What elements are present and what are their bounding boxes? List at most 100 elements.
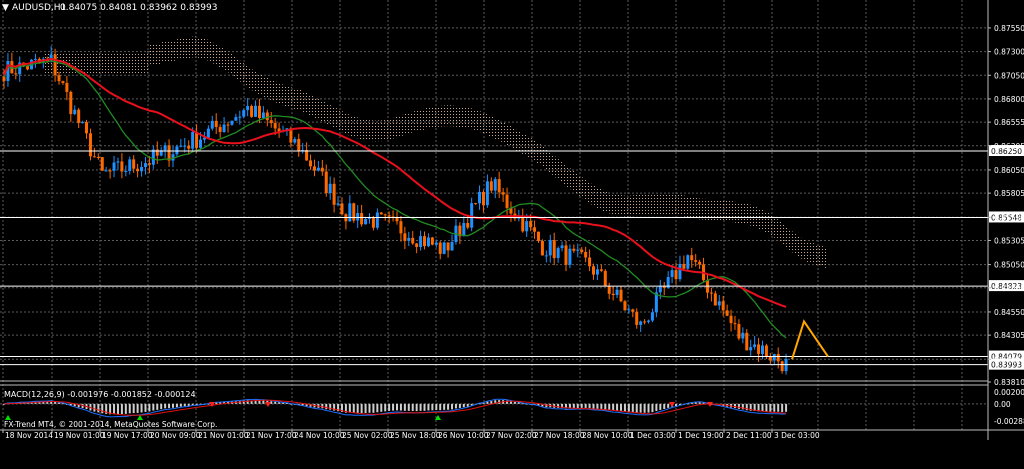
- macd-histogram-bar: [415, 403, 418, 412]
- candle-body: [250, 106, 254, 117]
- candle-body: [615, 289, 619, 295]
- candle-body: [210, 120, 214, 129]
- macd-tick-label: 0.00: [994, 400, 1011, 409]
- macd-histogram-bar: [690, 402, 693, 404]
- time-tick-label: 2 Dec 11:00: [726, 431, 772, 440]
- macd-histogram-bar: [435, 403, 438, 411]
- macd-histogram-bar: [364, 403, 367, 414]
- candle-body: [57, 75, 61, 82]
- price-tick-label: 0.84805: [994, 284, 1024, 293]
- candle-body: [316, 167, 320, 171]
- price-tick-label: 0.87050: [994, 71, 1024, 80]
- candle-body: [403, 233, 407, 241]
- candle-body: [10, 60, 14, 74]
- candle-body: [195, 131, 199, 148]
- candle-body: [293, 139, 297, 143]
- projection-zigzag: [791, 319, 829, 360]
- macd-histogram-bar: [42, 401, 45, 404]
- candle-body: [387, 215, 391, 217]
- price-level-tag: [989, 350, 1024, 362]
- macd-histogram-bar: [478, 403, 481, 405]
- candle-body: [611, 293, 615, 295]
- symbol-arrow-icon[interactable]: ▼: [2, 3, 9, 13]
- candle-body: [33, 58, 37, 60]
- macd-histogram-bar: [678, 403, 681, 406]
- macd-histogram-bar: [360, 403, 363, 414]
- price-tick-label: 0.84305: [994, 331, 1024, 340]
- macd-histogram-bar: [384, 403, 387, 412]
- candle-body: [698, 261, 702, 265]
- macd-tick-label: -0.002889: [994, 417, 1024, 426]
- candle-body: [757, 344, 761, 354]
- macd-histogram-bar: [451, 403, 454, 410]
- macd-histogram-bar: [120, 403, 123, 415]
- macd-histogram-bar: [443, 403, 446, 410]
- macd-histogram-bar: [631, 403, 634, 412]
- candle-body: [379, 212, 383, 215]
- candle-body: [588, 257, 592, 267]
- candle-body: [163, 145, 167, 151]
- candle-body: [442, 242, 446, 254]
- macd-histogram-bar: [301, 403, 304, 406]
- candle-body: [780, 361, 784, 372]
- candle-body: [501, 192, 505, 195]
- candle-body: [509, 207, 513, 214]
- macd-histogram-bar: [333, 403, 336, 411]
- candle-body: [407, 237, 411, 241]
- macd-histogram-bar: [627, 403, 630, 412]
- candle-body: [678, 263, 682, 280]
- candle-body: [481, 191, 485, 206]
- candle-body: [348, 203, 352, 222]
- candle-body: [332, 183, 336, 205]
- macd-histogram-bar: [537, 403, 540, 406]
- candle-body: [595, 269, 599, 275]
- candle-body: [277, 128, 281, 132]
- candle-body: [564, 245, 568, 265]
- candle-body: [576, 249, 580, 251]
- red-moving-average: [3, 57, 787, 308]
- macd-histogram-bar: [592, 403, 595, 409]
- candle-body: [592, 266, 595, 275]
- candle-body: [364, 218, 368, 225]
- candle-body: [171, 154, 175, 161]
- macd-histogram-bar: [761, 403, 764, 412]
- candle-body: [466, 223, 470, 228]
- macd-histogram-bar: [525, 403, 528, 405]
- symbol-label: AUDUSD,H1: [12, 3, 66, 13]
- ohlc-readout: 0.84075 0.84081 0.83962 0.83993: [60, 3, 217, 13]
- candle-body: [100, 157, 104, 171]
- price-level-tag: [989, 211, 1024, 223]
- cloud-band: [44, 36, 827, 269]
- axes: 18 Nov 2014 19 Nov 01:0019 Nov 17:0020 No…: [0, 0, 1024, 440]
- price-level-label: 0.86250: [991, 147, 1022, 156]
- macd-histogram-bar: [781, 403, 784, 413]
- macd-histogram-bar: [466, 403, 469, 407]
- price-tick-label: 0.84050: [994, 355, 1024, 364]
- candle-body: [112, 162, 116, 171]
- macd-histogram-bar: [749, 403, 752, 411]
- price-tick-label: 0.84550: [994, 308, 1024, 317]
- macd-histogram-bar: [250, 400, 253, 404]
- candle-body: [375, 212, 379, 228]
- candle-body: [108, 170, 112, 172]
- macd-histogram-bar: [399, 403, 402, 411]
- candle-body: [721, 301, 725, 311]
- candle-body: [674, 270, 678, 280]
- price-tick-label: 0.83810: [994, 378, 1024, 387]
- candle-body: [104, 170, 108, 172]
- macd-histogram-bar: [745, 403, 748, 411]
- candle-body: [690, 255, 694, 261]
- macd-histogram-bar: [572, 403, 575, 409]
- macd-histogram-bar: [513, 401, 516, 404]
- macd-histogram-bar: [352, 403, 355, 413]
- candle-body: [658, 286, 662, 293]
- candle-body: [187, 145, 191, 149]
- candle-body: [619, 289, 623, 302]
- macd-histogram-bar: [557, 403, 560, 408]
- candle-body: [529, 221, 533, 228]
- candle-body: [485, 181, 489, 206]
- macd-histogram-bar: [156, 403, 159, 410]
- candle-body: [478, 191, 482, 204]
